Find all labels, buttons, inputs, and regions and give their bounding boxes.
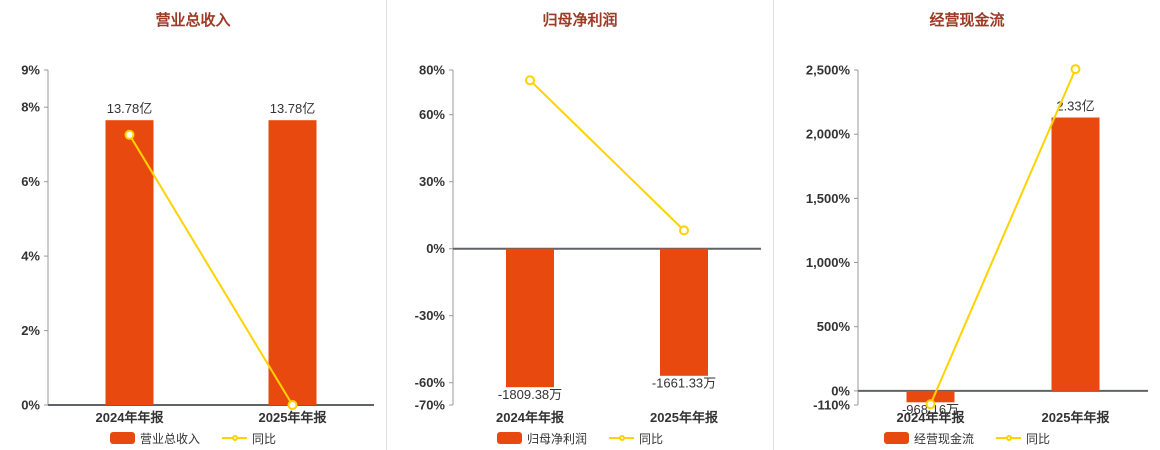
yoy-line-marker[interactable] [525, 75, 535, 86]
y-tick-label: 60% [419, 107, 445, 122]
yoy-line-marker[interactable] [1070, 64, 1081, 75]
line-marker-icon [1005, 435, 1012, 441]
line-marker-icon [618, 435, 625, 441]
panel-operating-revenue: 营业总收入 0% 2% 4% 6% 8% 9% 13.78亿 13.78亿 2024年年报 202… [0, 0, 386, 450]
legend-item-line-series[interactable]: 同比 [222, 430, 276, 447]
panel-net-profit: 归母净利润 -70% -60% -30% 0% 30% 60% 80% -1809.38万 -1… [386, 0, 773, 450]
panel-operating-cash-flow: 经营现金流 -110% 0% 500% 1,000% 1,500% 2,000% 2,500… [773, 0, 1160, 450]
line-marker-icon [231, 435, 238, 441]
x-category-label: 2024年年报 [897, 410, 966, 425]
yoy-line [929, 68, 1077, 405]
yoy-line [529, 79, 685, 232]
chart-legend: 经营现金流 同比 [774, 426, 1160, 450]
chart-title: 经营现金流 [929, 12, 1005, 29]
y-tick-label: 2% [21, 323, 40, 338]
bar-value-label: -968.16万 [902, 402, 959, 417]
yoy-line-marker[interactable] [124, 129, 135, 140]
y-tick-label: -30% [415, 308, 446, 323]
y-tick-label: 1,500% [806, 191, 851, 206]
bar-value-label: 13.78亿 [270, 101, 316, 116]
chart-plot[interactable]: 0% 2% 4% 6% 8% 9% 13.78亿 13.78亿 2024年年报 2025年年报 [0, 34, 386, 426]
yoy-line-marker[interactable] [679, 225, 689, 236]
chart-legend: 归母净利润 同比 [387, 426, 773, 450]
x-category-label: 2024年年报 [496, 410, 565, 425]
bar[interactable] [105, 120, 154, 405]
y-tick-label: -110% [813, 398, 850, 413]
y-tick-label: 0% [21, 398, 40, 413]
bar-series-swatch-icon [883, 432, 909, 444]
legend-label: 同比 [639, 431, 664, 446]
y-tick-label: 80% [419, 63, 445, 78]
y-tick-label: 30% [419, 174, 445, 189]
legend-label: 同比 [1026, 431, 1051, 446]
legend-label: 归母净利润 [526, 431, 587, 446]
yoy-line [128, 134, 294, 406]
legend-item-bar-series[interactable]: 经营现金流 [883, 430, 974, 447]
legend-item-bar-series[interactable]: 归母净利润 [496, 430, 587, 447]
bar[interactable] [660, 248, 708, 376]
bar-series-swatch-icon [496, 432, 522, 444]
x-category-label: 2025年年报 [259, 410, 328, 425]
x-category-label: 2025年年报 [650, 410, 719, 425]
legend-label: 经营现金流 [913, 431, 974, 446]
bar-value-label: -1661.33万 [652, 376, 716, 391]
bar[interactable] [1051, 117, 1100, 391]
bar-value-label: 13.78亿 [107, 101, 153, 116]
chart-plot[interactable]: -110%0% 500% 1,000% 1,500% 2,000% 2,500% -968.… [774, 34, 1160, 426]
y-tick-label: 4% [21, 249, 40, 264]
chart-title: 营业总收入 [155, 12, 231, 29]
bar-series-swatch-icon [109, 432, 135, 444]
legend-item-line-series[interactable]: 同比 [996, 430, 1050, 447]
legend-label: 营业总收入 [139, 431, 200, 446]
y-tick-label: 2,500% [806, 63, 851, 78]
chart-legend: 营业总收入 同比 [0, 426, 386, 450]
y-tick-label: 0% [426, 241, 445, 256]
y-tick-label: 1,000% [806, 255, 851, 270]
bar-value-label: -1809.38万 [498, 387, 562, 402]
legend-item-bar-series[interactable]: 营业总收入 [109, 430, 200, 447]
x-category-label: 2024年年报 [96, 410, 165, 425]
line-series-swatch-icon [222, 435, 247, 441]
chart-plot[interactable]: -70% -60% -30% 0% 30% 60% 80% -1809.38万 -1661.33… [387, 34, 773, 426]
bar[interactable] [506, 248, 554, 388]
y-tick-label: 0% [831, 383, 850, 398]
chart-title: 归母净利润 [542, 12, 618, 29]
y-tick-label: 8% [21, 100, 40, 115]
yoy-line-marker[interactable] [925, 399, 936, 410]
y-tick-label: -70% [415, 398, 446, 413]
yoy-line-marker[interactable] [287, 400, 298, 410]
line-series-swatch-icon [609, 435, 634, 441]
x-category-label: 2025年年报 [1042, 410, 1111, 425]
bar-value-label: 2.33亿 [1056, 99, 1094, 114]
y-tick-label: 2,000% [806, 127, 851, 142]
legend-item-line-series[interactable]: 同比 [609, 430, 663, 447]
bar[interactable] [268, 120, 317, 405]
y-tick-label: -60% [415, 375, 446, 390]
y-tick-label: 500% [817, 319, 851, 334]
y-tick-label: 6% [21, 174, 40, 189]
bar[interactable] [906, 390, 955, 403]
line-series-swatch-icon [996, 435, 1021, 441]
y-tick-label: 9% [21, 63, 40, 78]
legend-label: 同比 [252, 431, 277, 446]
